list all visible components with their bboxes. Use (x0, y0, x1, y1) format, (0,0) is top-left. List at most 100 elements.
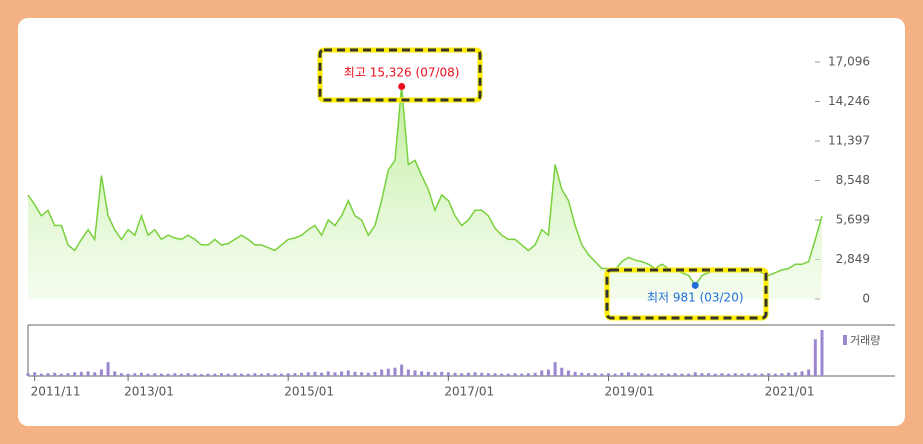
legend-label: 거래량 (850, 334, 880, 347)
volume-bar (133, 373, 137, 376)
volume-bar (253, 373, 257, 376)
volume-bar (233, 373, 237, 376)
volume-bar (693, 372, 697, 376)
volume-bar (400, 364, 404, 376)
volume-bar (820, 330, 824, 376)
annotation-label: 최저 (647, 290, 669, 304)
annotation-date: (03/20) (696, 290, 744, 304)
volume-bar (326, 371, 330, 376)
volume-bar (426, 371, 430, 376)
price-area (28, 86, 822, 299)
volume-bar (613, 373, 617, 376)
volume-bar (687, 373, 691, 376)
volume-bar (713, 373, 717, 376)
volume-bar (513, 373, 517, 376)
volume-bar (179, 373, 183, 376)
volume-bar (213, 373, 217, 376)
volume-bar (26, 373, 30, 376)
volume-bar (280, 373, 284, 376)
volume-bar (767, 373, 771, 376)
volume-bar (219, 373, 223, 376)
volume-bar (586, 373, 590, 376)
volume-bar (733, 373, 737, 376)
volume-bar (373, 371, 377, 376)
volume-bar (119, 373, 123, 376)
y-tick-label: 5,699 (836, 212, 870, 226)
volume-bar (226, 373, 230, 376)
volume-bar (506, 373, 510, 376)
y-tick-label: 8,548 (836, 173, 870, 187)
volume-bar (633, 373, 637, 376)
max-point (398, 83, 406, 91)
volume-bar (640, 373, 644, 376)
volume-bar (580, 372, 584, 376)
y-tick-label: 11,397 (828, 134, 870, 148)
volume-bar (366, 372, 370, 376)
volume-bar (300, 372, 304, 376)
volume-bar (406, 369, 410, 376)
volume-bar (720, 373, 724, 376)
volume-bar (800, 371, 804, 376)
volume-bar (727, 373, 731, 376)
volume-bar (593, 373, 597, 376)
volume-bar (73, 372, 77, 376)
volume-bar (500, 373, 504, 376)
volume-bar (653, 373, 657, 376)
volume-bar (113, 371, 117, 376)
volume-bar (393, 367, 397, 376)
volume-bar (206, 373, 210, 376)
annotation-value-label: 15,326 (366, 65, 412, 79)
y-tick-label: 14,246 (828, 94, 870, 108)
price-line (27, 86, 823, 287)
volume-bar (526, 373, 530, 376)
volume-bar (173, 373, 177, 376)
volume-bar (33, 372, 37, 376)
volume-bar (293, 373, 297, 376)
volume-bar (680, 373, 684, 376)
volume-bar (126, 373, 130, 376)
x-tick-label: 2021/01 (765, 385, 815, 399)
volume-bar (740, 373, 744, 376)
volume-bar (667, 373, 671, 376)
volume-bar (546, 369, 550, 376)
annotation-value-label: 981 (669, 290, 696, 304)
volume-bar (380, 369, 384, 376)
volume-bar (813, 339, 817, 376)
volume-bar (673, 373, 677, 376)
volume-bar (186, 373, 190, 376)
volume-bar (620, 372, 624, 376)
x-tick-label: 2015/01 (284, 385, 334, 399)
volume-bar (139, 372, 143, 376)
volume-bar (79, 371, 83, 376)
volume-bar (747, 373, 751, 376)
volume-bar (39, 373, 43, 376)
volume-bar (780, 373, 784, 376)
volume-bar (453, 372, 457, 376)
legend-swatch (843, 335, 847, 345)
x-tick-label: 2017/01 (444, 385, 494, 399)
volume-bar (460, 373, 464, 376)
y-tick-label: 0 (862, 292, 870, 306)
volume-bar (446, 372, 450, 376)
volume-bar (660, 373, 664, 376)
volume-bar (433, 372, 437, 376)
volume-bar (266, 373, 270, 376)
volume-bar (46, 373, 50, 376)
volume-bar (700, 373, 704, 376)
min-point (691, 281, 699, 289)
volume-bar (773, 373, 777, 376)
volume-bar (53, 372, 57, 376)
volume-bar (306, 372, 310, 376)
volume-bar (99, 369, 103, 376)
volume-bar (566, 370, 570, 376)
volume-bar (273, 373, 277, 376)
volume-bar (533, 372, 537, 376)
max-annotation: 최고 15,326 (07/08) (344, 65, 460, 79)
volume-bar (793, 372, 797, 376)
volume-bar (760, 373, 764, 376)
volume-bar (159, 373, 163, 376)
panel (18, 18, 905, 426)
volume-bar (346, 370, 350, 376)
highlight-box (605, 268, 768, 320)
